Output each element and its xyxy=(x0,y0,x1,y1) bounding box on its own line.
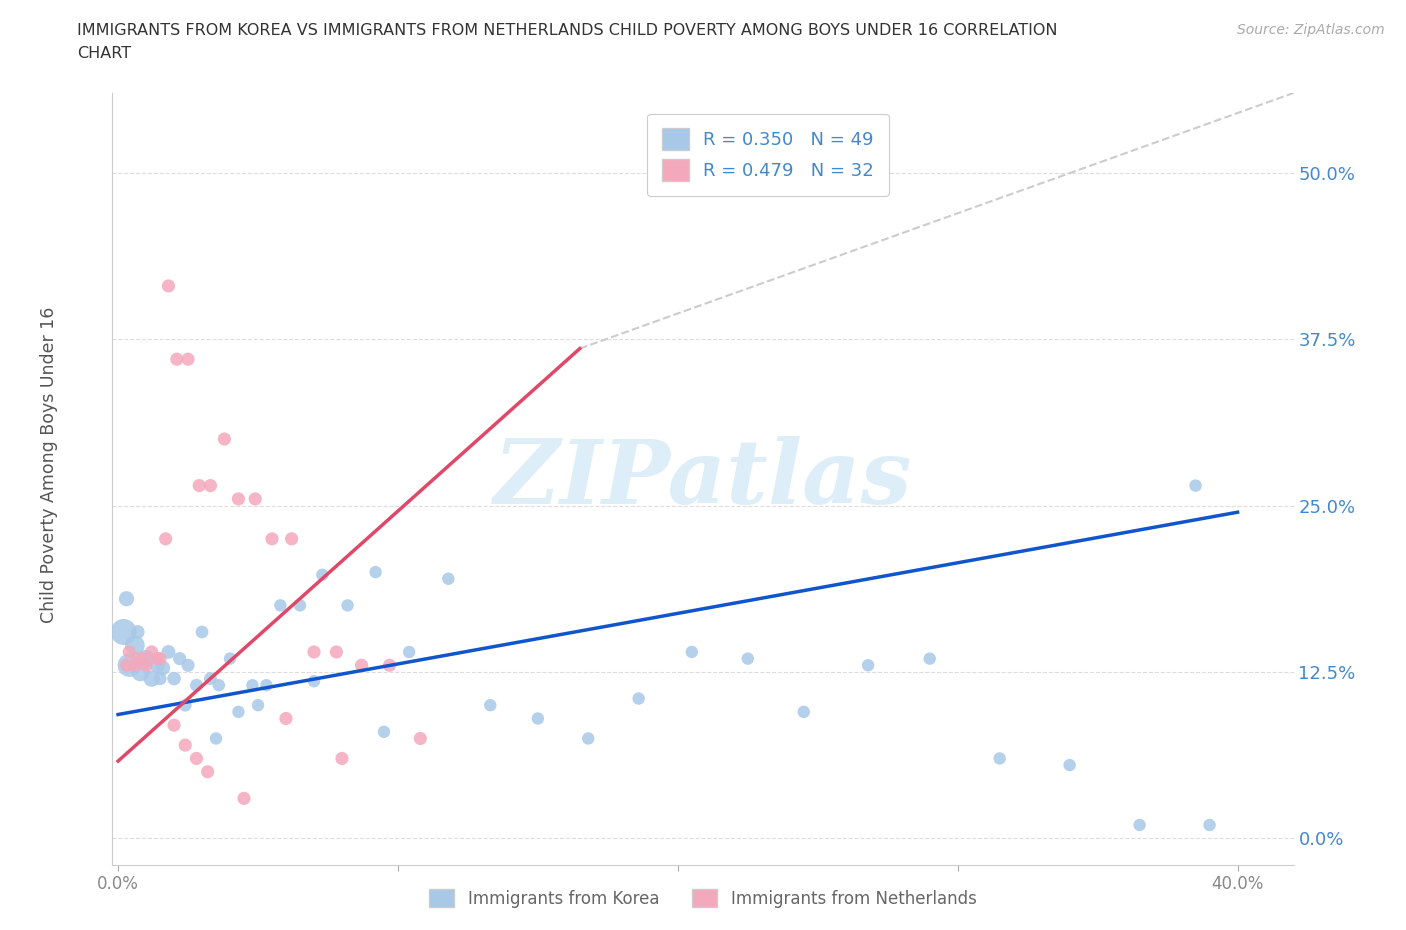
Point xyxy=(127,625,149,640)
Point xyxy=(288,598,311,613)
Point xyxy=(135,651,157,666)
Point xyxy=(163,718,186,733)
Point xyxy=(118,644,141,659)
Point xyxy=(197,764,219,779)
Point xyxy=(336,598,359,613)
Point xyxy=(124,638,146,653)
Point xyxy=(479,698,502,712)
Point xyxy=(228,491,250,506)
Point xyxy=(200,671,222,686)
Point xyxy=(141,671,163,686)
Text: IMMIGRANTS FROM KOREA VS IMMIGRANTS FROM NETHERLANDS CHILD POVERTY AMONG BOYS UN: IMMIGRANTS FROM KOREA VS IMMIGRANTS FROM… xyxy=(77,23,1057,38)
Point xyxy=(274,711,297,726)
Point xyxy=(988,751,1011,766)
Point xyxy=(918,651,941,666)
Point xyxy=(793,704,815,719)
Point xyxy=(219,651,242,666)
Point xyxy=(1184,478,1206,493)
Point xyxy=(254,678,277,693)
Point xyxy=(1129,817,1152,832)
Point xyxy=(269,598,291,613)
Point xyxy=(127,651,149,666)
Point xyxy=(177,352,200,366)
Point xyxy=(115,658,138,672)
Point xyxy=(146,651,169,666)
Point xyxy=(856,658,879,672)
Point xyxy=(737,651,759,666)
Point xyxy=(233,790,256,805)
Point xyxy=(174,737,197,752)
Point xyxy=(208,678,231,693)
Legend: R = 0.350   N = 49, R = 0.479   N = 32: R = 0.350 N = 49, R = 0.479 N = 32 xyxy=(647,113,889,195)
Point xyxy=(149,671,172,686)
Point xyxy=(228,704,250,719)
Point xyxy=(177,658,200,672)
Point xyxy=(146,658,169,672)
Point xyxy=(124,658,146,672)
Point xyxy=(141,644,163,659)
Point xyxy=(247,698,270,712)
Legend: Immigrants from Korea, Immigrants from Netherlands: Immigrants from Korea, Immigrants from N… xyxy=(423,883,983,914)
Point xyxy=(1059,758,1081,773)
Point xyxy=(1198,817,1220,832)
Point xyxy=(135,658,157,672)
Point xyxy=(398,644,420,659)
Point xyxy=(260,531,283,546)
Point xyxy=(325,644,347,659)
Point xyxy=(378,658,401,672)
Point xyxy=(132,651,155,666)
Point xyxy=(112,625,135,640)
Point xyxy=(527,711,550,726)
Point xyxy=(155,531,177,546)
Text: Child Poverty Among Boys Under 16: Child Poverty Among Boys Under 16 xyxy=(41,307,58,623)
Point xyxy=(186,678,208,693)
Point xyxy=(364,565,387,579)
Point xyxy=(157,644,180,659)
Point xyxy=(350,658,373,672)
Point xyxy=(149,651,172,666)
Point xyxy=(163,671,186,686)
Point xyxy=(166,352,188,366)
Point xyxy=(409,731,432,746)
Point xyxy=(200,478,222,493)
Point xyxy=(681,644,703,659)
Point xyxy=(157,279,180,294)
Point xyxy=(152,660,174,675)
Point xyxy=(214,432,236,446)
Point xyxy=(242,678,264,693)
Point xyxy=(129,665,152,680)
Point xyxy=(205,731,228,746)
Point xyxy=(311,567,333,582)
Point xyxy=(245,491,267,506)
Point xyxy=(115,591,138,606)
Point xyxy=(186,751,208,766)
Text: ZIPatlas: ZIPatlas xyxy=(495,435,911,523)
Point xyxy=(280,531,302,546)
Point xyxy=(576,731,599,746)
Point xyxy=(373,724,395,739)
Text: CHART: CHART xyxy=(77,46,131,61)
Point xyxy=(174,698,197,712)
Point xyxy=(302,674,325,689)
Point xyxy=(627,691,650,706)
Text: Source: ZipAtlas.com: Source: ZipAtlas.com xyxy=(1237,23,1385,37)
Point xyxy=(330,751,353,766)
Point xyxy=(188,478,211,493)
Point xyxy=(302,644,325,659)
Point xyxy=(118,658,141,672)
Point xyxy=(191,625,214,640)
Point xyxy=(437,571,460,586)
Point xyxy=(169,651,191,666)
